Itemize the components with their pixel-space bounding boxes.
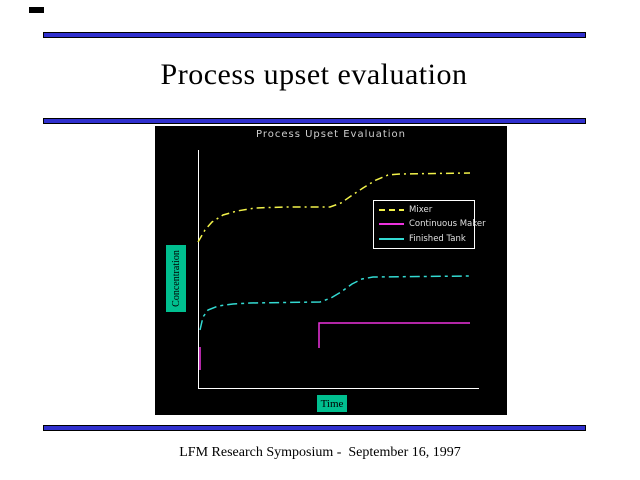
finished-tank-line-sample (379, 237, 404, 240)
plot-svg (197, 172, 471, 370)
x-axis-label: Time (320, 397, 344, 410)
chart-title: Process Upset Evaluation (255, 129, 406, 140)
legend-item-mixer: Mixer (379, 205, 474, 215)
chart-image: Process Upset Evaluation Concentration T… (155, 126, 507, 415)
legend-label: Mixer (409, 205, 433, 216)
x-axis-line (198, 388, 479, 389)
footer-text: LFM Research Symposium - September 16, 1… (179, 445, 461, 460)
bottom-rule (43, 425, 586, 431)
legend-item-finished-tank: Finished Tank (379, 234, 474, 244)
legend-label: Continuous Maker (409, 219, 486, 230)
legend-item-continuous-maker: Continuous Maker (379, 219, 486, 229)
continuous-maker-line-sample (379, 223, 404, 226)
y-axis-label-box: Concentration (166, 245, 186, 312)
legend-box: Mixer Continuous Maker Finished Tank (373, 200, 486, 249)
legend-label: Finished Tank (409, 233, 466, 244)
y-axis-line (198, 150, 199, 389)
mixer-line-sample (379, 209, 404, 212)
scan-artifact-dash (29, 7, 44, 13)
slide-title: Process upset evaluation (160, 58, 468, 91)
top-rule (43, 32, 586, 38)
x-axis-label-box: Time (317, 395, 347, 412)
y-axis-label: Concentration (170, 250, 182, 307)
header-rule (43, 118, 586, 124)
